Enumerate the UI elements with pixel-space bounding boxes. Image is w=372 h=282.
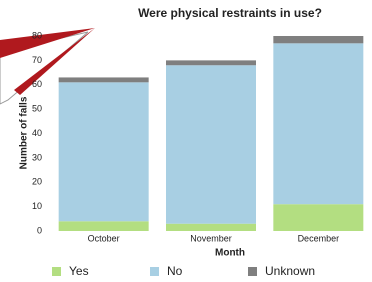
legend-swatch — [52, 267, 61, 276]
bar-segment — [59, 82, 149, 221]
x-axis-title: Month — [215, 248, 245, 259]
y-tick-label: 60 — [32, 79, 42, 89]
bar-segment — [273, 43, 363, 204]
y-tick-label: 40 — [32, 128, 42, 138]
y-tick-label: 10 — [32, 201, 42, 211]
x-tick-label: October — [88, 233, 120, 243]
y-axis-title: Number of falls — [19, 96, 30, 169]
x-tick-label: December — [298, 233, 340, 243]
bar-segment — [59, 77, 149, 82]
y-tick-label: 30 — [32, 152, 42, 162]
bar-segment — [273, 204, 363, 231]
y-tick-label: 0 — [37, 225, 42, 235]
x-tick-label: November — [190, 233, 232, 243]
legend-label: Unknown — [265, 264, 315, 278]
y-tick-label: 80 — [32, 30, 42, 40]
bar-segment — [59, 221, 149, 231]
bar-segment — [166, 224, 256, 231]
chart: Were physical restraints in use? Month N… — [0, 0, 372, 282]
y-tick-label: 20 — [32, 177, 42, 187]
legend-swatch — [248, 267, 257, 276]
legend-swatch — [150, 267, 159, 276]
bar-segment — [273, 36, 363, 43]
bar-segment — [166, 65, 256, 223]
legend-label: Yes — [69, 264, 89, 278]
chart-title: Were physical restraints in use? — [138, 6, 322, 20]
y-tick-label: 50 — [32, 104, 42, 114]
legend-label: No — [167, 264, 183, 278]
bar-segment — [166, 60, 256, 65]
y-tick-label: 70 — [32, 55, 42, 65]
